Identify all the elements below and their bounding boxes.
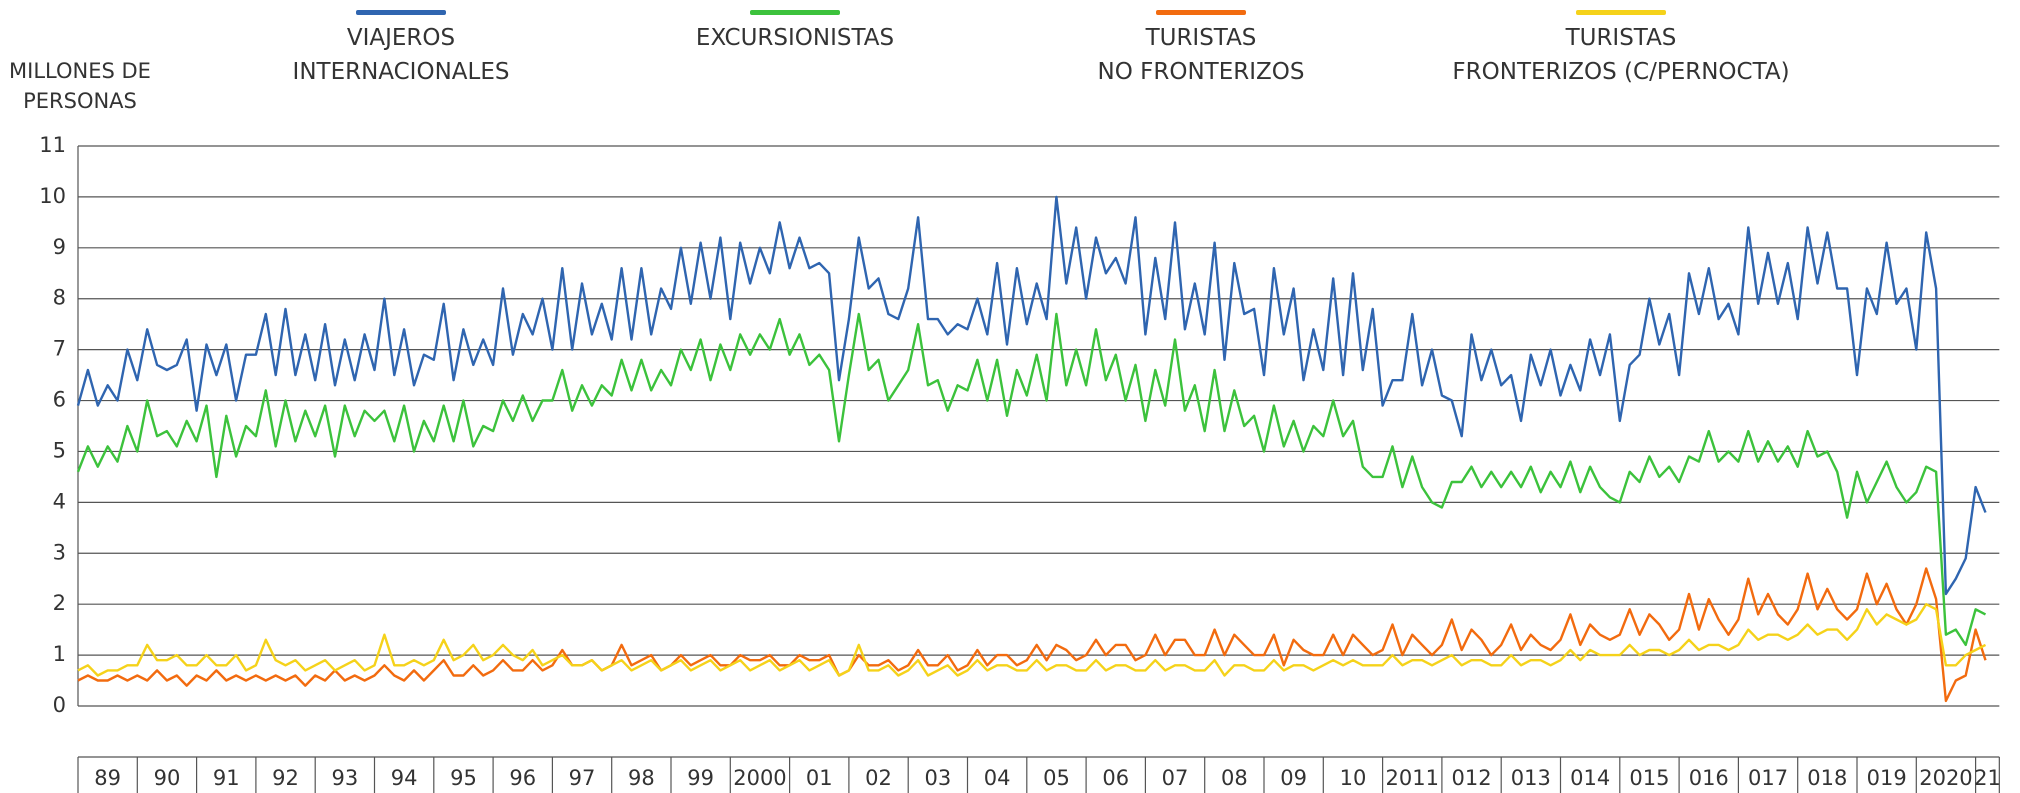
y-tick-label: 3 xyxy=(53,540,66,564)
legend-swatch xyxy=(1576,10,1666,15)
x-tick-label: 99 xyxy=(687,766,714,790)
x-tick-label: 04 xyxy=(984,766,1011,790)
y-tick-label: 9 xyxy=(53,235,66,259)
y-tick-label: 2 xyxy=(53,591,66,615)
x-tick-label: 97 xyxy=(569,766,596,790)
legend-label: TURISTAS NO FRONTERIZOS xyxy=(1097,25,1305,85)
x-tick-label: 94 xyxy=(391,766,418,790)
x-tick-label: 01 xyxy=(806,766,833,790)
x-tick-label: 09 xyxy=(1280,766,1307,790)
x-tick-label: 07 xyxy=(1162,766,1189,790)
x-tick-label: 02 xyxy=(865,766,892,790)
x-tick-label: 92 xyxy=(272,766,299,790)
x-tick-label: 2000 xyxy=(733,766,786,790)
x-tick-label: 016 xyxy=(1689,766,1729,790)
x-tick-label: 91 xyxy=(213,766,240,790)
legend-swatch xyxy=(750,10,840,15)
x-tick-label: 2011 xyxy=(1386,766,1439,790)
y-tick-label: 11 xyxy=(39,133,66,157)
legend-swatch xyxy=(1156,10,1246,15)
legend-label: TURISTAS FRONTERIZOS (C/PERNOCTA) xyxy=(1452,25,1790,85)
x-tick-label: 03 xyxy=(924,766,951,790)
x-tick-label: 017 xyxy=(1748,766,1788,790)
y-tick-label: 1 xyxy=(53,642,66,666)
x-tick-label: 06 xyxy=(1102,766,1129,790)
x-tick-label: 93 xyxy=(331,766,358,790)
x-tick-label: 019 xyxy=(1867,766,1907,790)
x-tick-label: 98 xyxy=(628,766,655,790)
x-tick-label: 21 xyxy=(1974,766,2001,790)
legend-label: EXCURSIONISTAS xyxy=(695,25,895,51)
x-tick-label: 013 xyxy=(1511,766,1551,790)
legend-item: TURISTAS NO FRONTERIZOS xyxy=(1011,0,1391,89)
y-axis-label-line: MILLONES DE xyxy=(9,59,151,83)
x-tick-label: 012 xyxy=(1452,766,1492,790)
x-tick-label: 2020 xyxy=(1919,766,1972,790)
x-tick-label: 018 xyxy=(1807,766,1847,790)
series-line xyxy=(76,312,1987,647)
y-axis-label-line: PERSONAS xyxy=(23,89,137,113)
legend-label: VIAJEROS INTERNACIONALES xyxy=(292,25,510,85)
legend-item: TURISTAS FRONTERIZOS (C/PERNOCTA) xyxy=(1431,0,1811,89)
x-tick-label: 95 xyxy=(450,766,477,790)
x-tick-label: 08 xyxy=(1221,766,1248,790)
series-line xyxy=(76,195,1987,596)
y-axis-label: MILLONES DE PERSONAS xyxy=(0,56,160,116)
x-tick-label: 90 xyxy=(154,766,181,790)
x-tick-label: 89 xyxy=(94,766,121,790)
legend-swatch xyxy=(356,10,446,15)
y-tick-label: 7 xyxy=(53,337,66,361)
x-tick-label: 10 xyxy=(1340,766,1367,790)
legend-item: VIAJEROS INTERNACIONALES xyxy=(211,0,591,89)
y-tick-label: 5 xyxy=(53,438,66,462)
y-tick-label: 0 xyxy=(53,693,66,717)
x-tick-label: 05 xyxy=(1043,766,1070,790)
x-tick-label: 96 xyxy=(509,766,536,790)
x-tick-label: 014 xyxy=(1570,766,1610,790)
y-tick-label: 8 xyxy=(53,286,66,310)
y-tick-label: 10 xyxy=(39,184,66,208)
series-line xyxy=(77,567,1987,703)
y-tick-label: 6 xyxy=(53,388,66,412)
y-tick-label: 4 xyxy=(53,489,66,513)
x-tick-label: 015 xyxy=(1629,766,1669,790)
series-line xyxy=(77,603,1987,677)
legend-item: EXCURSIONISTAS xyxy=(605,0,985,55)
